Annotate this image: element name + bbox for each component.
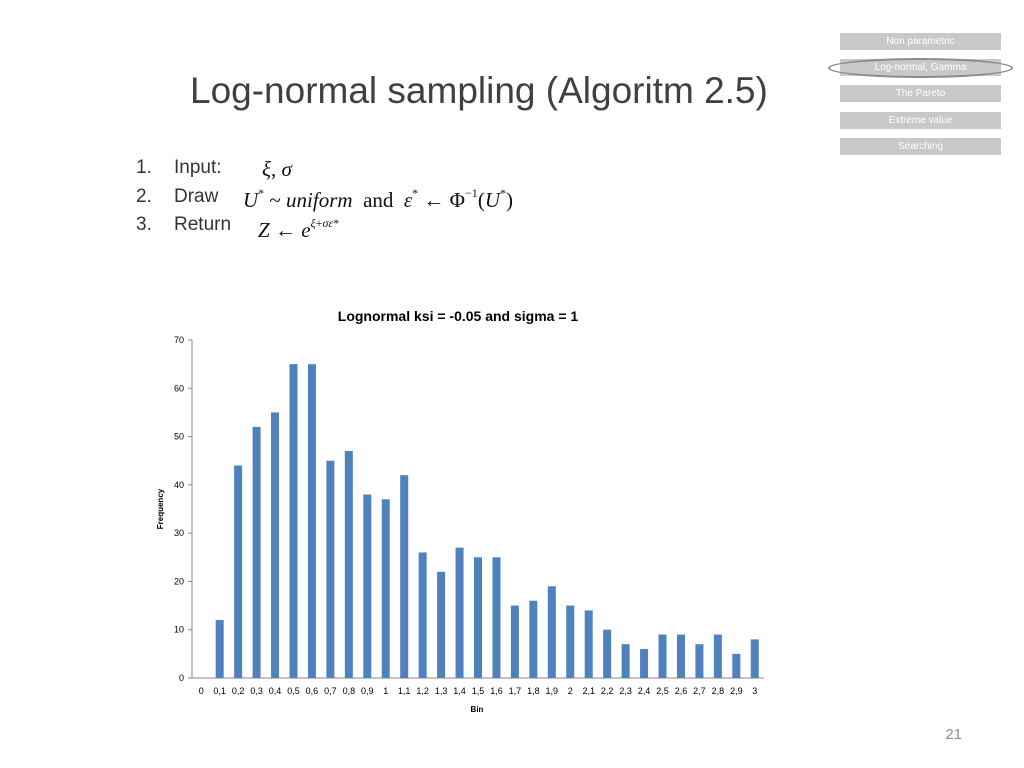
- x-tick-label: 1,2: [416, 686, 429, 696]
- step-number: 2.: [136, 186, 152, 207]
- bar: [621, 644, 630, 678]
- chart-title: Lognormal ksi = -0.05 and sigma = 1: [338, 308, 579, 324]
- bar: [344, 451, 353, 678]
- bar: [750, 639, 759, 678]
- x-tick-label: 1,5: [472, 686, 485, 696]
- bar: [584, 610, 593, 678]
- nav-item-pareto[interactable]: The Pareto: [840, 85, 1001, 102]
- x-tick-label: 2,4: [638, 686, 651, 696]
- bar: [307, 364, 316, 678]
- step-return: 3. Return: [136, 214, 231, 236]
- x-tick-label: 2,1: [582, 686, 595, 696]
- nav-item-log-normal-gamma[interactable]: Log-normal, Gamma: [840, 59, 1001, 76]
- bar: [676, 634, 685, 678]
- bar: [289, 364, 298, 678]
- bar: [566, 605, 575, 678]
- x-tick-label: 1,3: [435, 686, 448, 696]
- x-tick-label: 0,6: [306, 686, 319, 696]
- x-tick-label: 0,9: [361, 686, 374, 696]
- x-tick-label: 0: [199, 686, 204, 696]
- x-tick-label: 1,1: [398, 686, 411, 696]
- formula-draw: U* ~ uniform and ε* ← Φ−1(U*): [243, 186, 513, 212]
- bar: [271, 412, 280, 678]
- y-axis-label: Frequency: [156, 488, 165, 529]
- bar: [418, 552, 427, 678]
- step-input: 1. Input:: [136, 157, 222, 179]
- bar: [400, 475, 409, 678]
- x-tick-label: 0,1: [213, 686, 226, 696]
- x-tick-label: 0,2: [232, 686, 245, 696]
- x-tick-label: 1,6: [490, 686, 503, 696]
- y-tick-label: 20: [174, 576, 184, 586]
- bar: [363, 494, 372, 678]
- bar: [640, 649, 649, 678]
- x-tick-label: 1,4: [453, 686, 466, 696]
- bar: [529, 600, 538, 678]
- x-tick-label: 0,3: [250, 686, 263, 696]
- x-tick-label: 0,8: [343, 686, 356, 696]
- x-tick-label: 2,2: [601, 686, 614, 696]
- step-label: Draw: [174, 186, 219, 207]
- x-tick-label: 2,5: [656, 686, 669, 696]
- x-tick-label: 3: [752, 686, 757, 696]
- y-tick-label: 70: [174, 335, 184, 345]
- step-number: 3.: [136, 214, 152, 235]
- y-tick-label: 30: [174, 528, 184, 538]
- formula-input: ξ, σ: [262, 157, 292, 181]
- x-tick-label: 1,9: [546, 686, 559, 696]
- step-draw: 2. Draw: [136, 186, 218, 208]
- bar: [603, 629, 612, 678]
- bar: [510, 605, 519, 678]
- bar: [492, 557, 501, 678]
- bar: [381, 499, 390, 678]
- bar: [695, 644, 704, 678]
- x-axis-label: Bin: [471, 705, 484, 714]
- x-tick-label: 1,8: [527, 686, 540, 696]
- step-label: Return: [174, 214, 232, 235]
- x-tick-label: 0,5: [287, 686, 300, 696]
- x-tick-label: 2: [568, 686, 573, 696]
- step-number: 1.: [136, 157, 152, 178]
- x-tick-label: 2,8: [712, 686, 725, 696]
- x-tick-label: 1,7: [509, 686, 522, 696]
- bar: [326, 460, 335, 678]
- x-tick-label: 1: [383, 686, 388, 696]
- bar: [455, 547, 464, 678]
- bar: [713, 634, 722, 678]
- x-tick-label: 2,3: [619, 686, 632, 696]
- slide-title: Log-normal sampling (Algoritm 2.5): [190, 70, 768, 111]
- x-tick-label: 2,7: [693, 686, 706, 696]
- step-label: Input:: [174, 157, 222, 178]
- bar: [215, 620, 224, 678]
- y-tick-label: 0: [179, 673, 184, 683]
- y-tick-label: 40: [174, 480, 184, 490]
- y-tick-label: 50: [174, 432, 184, 442]
- x-tick-label: 0,4: [269, 686, 282, 696]
- nav-item-extreme-value[interactable]: Extreme value: [840, 112, 1001, 129]
- slide-number: 21: [945, 726, 962, 743]
- bar: [234, 465, 243, 678]
- x-tick-label: 2,9: [730, 686, 743, 696]
- x-tick-label: 2,6: [675, 686, 688, 696]
- bar: [437, 571, 446, 678]
- bar: [732, 653, 741, 678]
- nav-item-searching[interactable]: Searching: [840, 138, 1001, 155]
- y-tick-label: 60: [174, 383, 184, 393]
- nav-item-non-parametric[interactable]: Non parametric: [840, 33, 1001, 50]
- bar: [658, 634, 667, 678]
- x-tick-label: 0,7: [324, 686, 337, 696]
- formula-return: Z ← eξ+σε*: [258, 216, 340, 242]
- bar: [252, 426, 261, 678]
- bar: [474, 557, 482, 678]
- y-tick-label: 10: [174, 625, 184, 635]
- bar: [547, 586, 556, 678]
